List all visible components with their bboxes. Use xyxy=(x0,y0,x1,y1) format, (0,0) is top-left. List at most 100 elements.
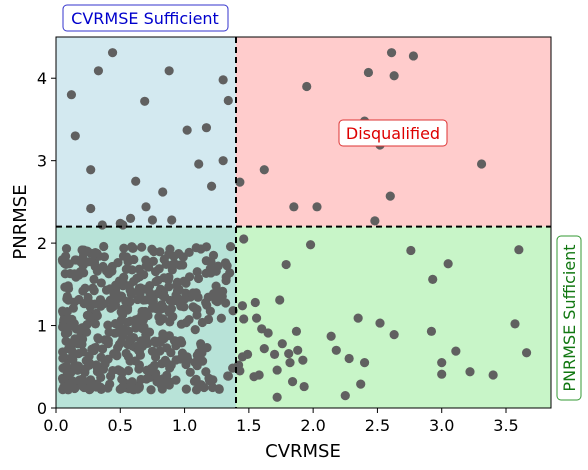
data-point xyxy=(218,75,228,85)
data-point xyxy=(90,319,101,329)
data-point xyxy=(272,392,282,402)
x-tick-label: 3.5 xyxy=(493,416,518,435)
data-point xyxy=(121,296,131,306)
data-point xyxy=(141,329,151,340)
data-point xyxy=(217,291,227,301)
data-point xyxy=(63,328,73,338)
data-point xyxy=(101,285,112,295)
data-point xyxy=(181,278,191,288)
data-point xyxy=(185,367,195,377)
cvrmse-sufficient-box xyxy=(62,4,229,32)
data-point xyxy=(119,243,129,253)
data-point xyxy=(164,272,174,282)
data-point xyxy=(96,372,106,382)
data-point xyxy=(164,307,174,317)
data-point xyxy=(237,301,248,311)
data-point xyxy=(389,330,399,340)
pnrmse-sufficient-label: PNRMSE Sufficient xyxy=(560,244,579,391)
data-point xyxy=(141,261,151,271)
data-point xyxy=(63,283,74,294)
data-point xyxy=(161,259,171,269)
data-point xyxy=(114,278,124,288)
data-point xyxy=(184,315,194,325)
data-point xyxy=(103,354,113,364)
data-point xyxy=(194,159,204,169)
data-point xyxy=(235,177,245,187)
data-point xyxy=(137,242,147,252)
data-point xyxy=(103,383,113,393)
data-point xyxy=(203,292,213,302)
data-point xyxy=(128,332,139,343)
data-point xyxy=(83,311,94,321)
data-point xyxy=(149,360,160,371)
data-point xyxy=(76,257,86,267)
data-point xyxy=(406,245,416,256)
data-point xyxy=(134,364,144,374)
data-point xyxy=(293,345,303,355)
data-point xyxy=(130,315,141,325)
data-point xyxy=(177,338,187,348)
data-point xyxy=(64,259,74,269)
data-point xyxy=(96,352,106,362)
pnrmse-sufficient-box xyxy=(556,235,582,401)
data-point xyxy=(242,349,253,360)
data-point xyxy=(250,297,260,308)
data-point xyxy=(107,48,118,58)
data-point xyxy=(87,344,97,354)
data-point xyxy=(272,365,282,375)
data-point xyxy=(152,304,162,314)
data-point xyxy=(147,244,157,254)
data-point xyxy=(223,371,233,381)
data-point xyxy=(158,291,168,301)
data-point xyxy=(205,306,215,316)
data-point xyxy=(131,176,141,186)
data-point xyxy=(70,334,80,344)
data-point xyxy=(134,283,144,294)
data-point xyxy=(113,257,123,268)
region-pnrmse-sufficient xyxy=(236,226,551,408)
data-point xyxy=(80,367,90,378)
data-point xyxy=(73,361,84,371)
data-point xyxy=(190,357,200,368)
y-tick-label: 3 xyxy=(37,152,47,171)
data-point xyxy=(67,377,77,387)
data-point xyxy=(134,382,144,392)
data-point xyxy=(167,215,177,225)
data-point xyxy=(359,358,370,368)
data-point xyxy=(61,244,72,254)
data-point xyxy=(62,294,72,304)
data-point xyxy=(281,259,291,270)
data-point xyxy=(58,347,68,357)
data-point xyxy=(340,391,350,401)
data-point xyxy=(386,48,397,58)
data-point xyxy=(135,350,146,360)
x-tick-label: 0.0 xyxy=(43,416,68,435)
y-tick-label: 1 xyxy=(37,317,47,336)
data-point xyxy=(259,165,269,175)
data-point xyxy=(183,355,193,365)
data-point xyxy=(206,181,217,191)
data-point xyxy=(331,345,341,355)
data-point xyxy=(65,269,75,279)
data-point xyxy=(107,266,117,276)
data-point xyxy=(113,343,123,353)
data-point xyxy=(289,202,299,212)
data-point xyxy=(59,315,69,325)
data-point xyxy=(249,372,259,382)
data-point xyxy=(188,302,198,312)
data-point xyxy=(67,352,77,362)
data-point xyxy=(216,313,226,323)
y-tick-label: 4 xyxy=(37,69,47,88)
data-point xyxy=(426,326,437,336)
data-point xyxy=(465,367,475,377)
data-point xyxy=(93,66,104,76)
data-point xyxy=(221,272,231,282)
data-point xyxy=(166,347,176,358)
data-point xyxy=(141,374,151,384)
data-point xyxy=(437,369,447,379)
data-point xyxy=(370,216,380,226)
data-point xyxy=(194,380,204,390)
data-point xyxy=(172,277,182,287)
data-point xyxy=(84,298,94,308)
x-tick-label: 3.0 xyxy=(429,416,454,435)
